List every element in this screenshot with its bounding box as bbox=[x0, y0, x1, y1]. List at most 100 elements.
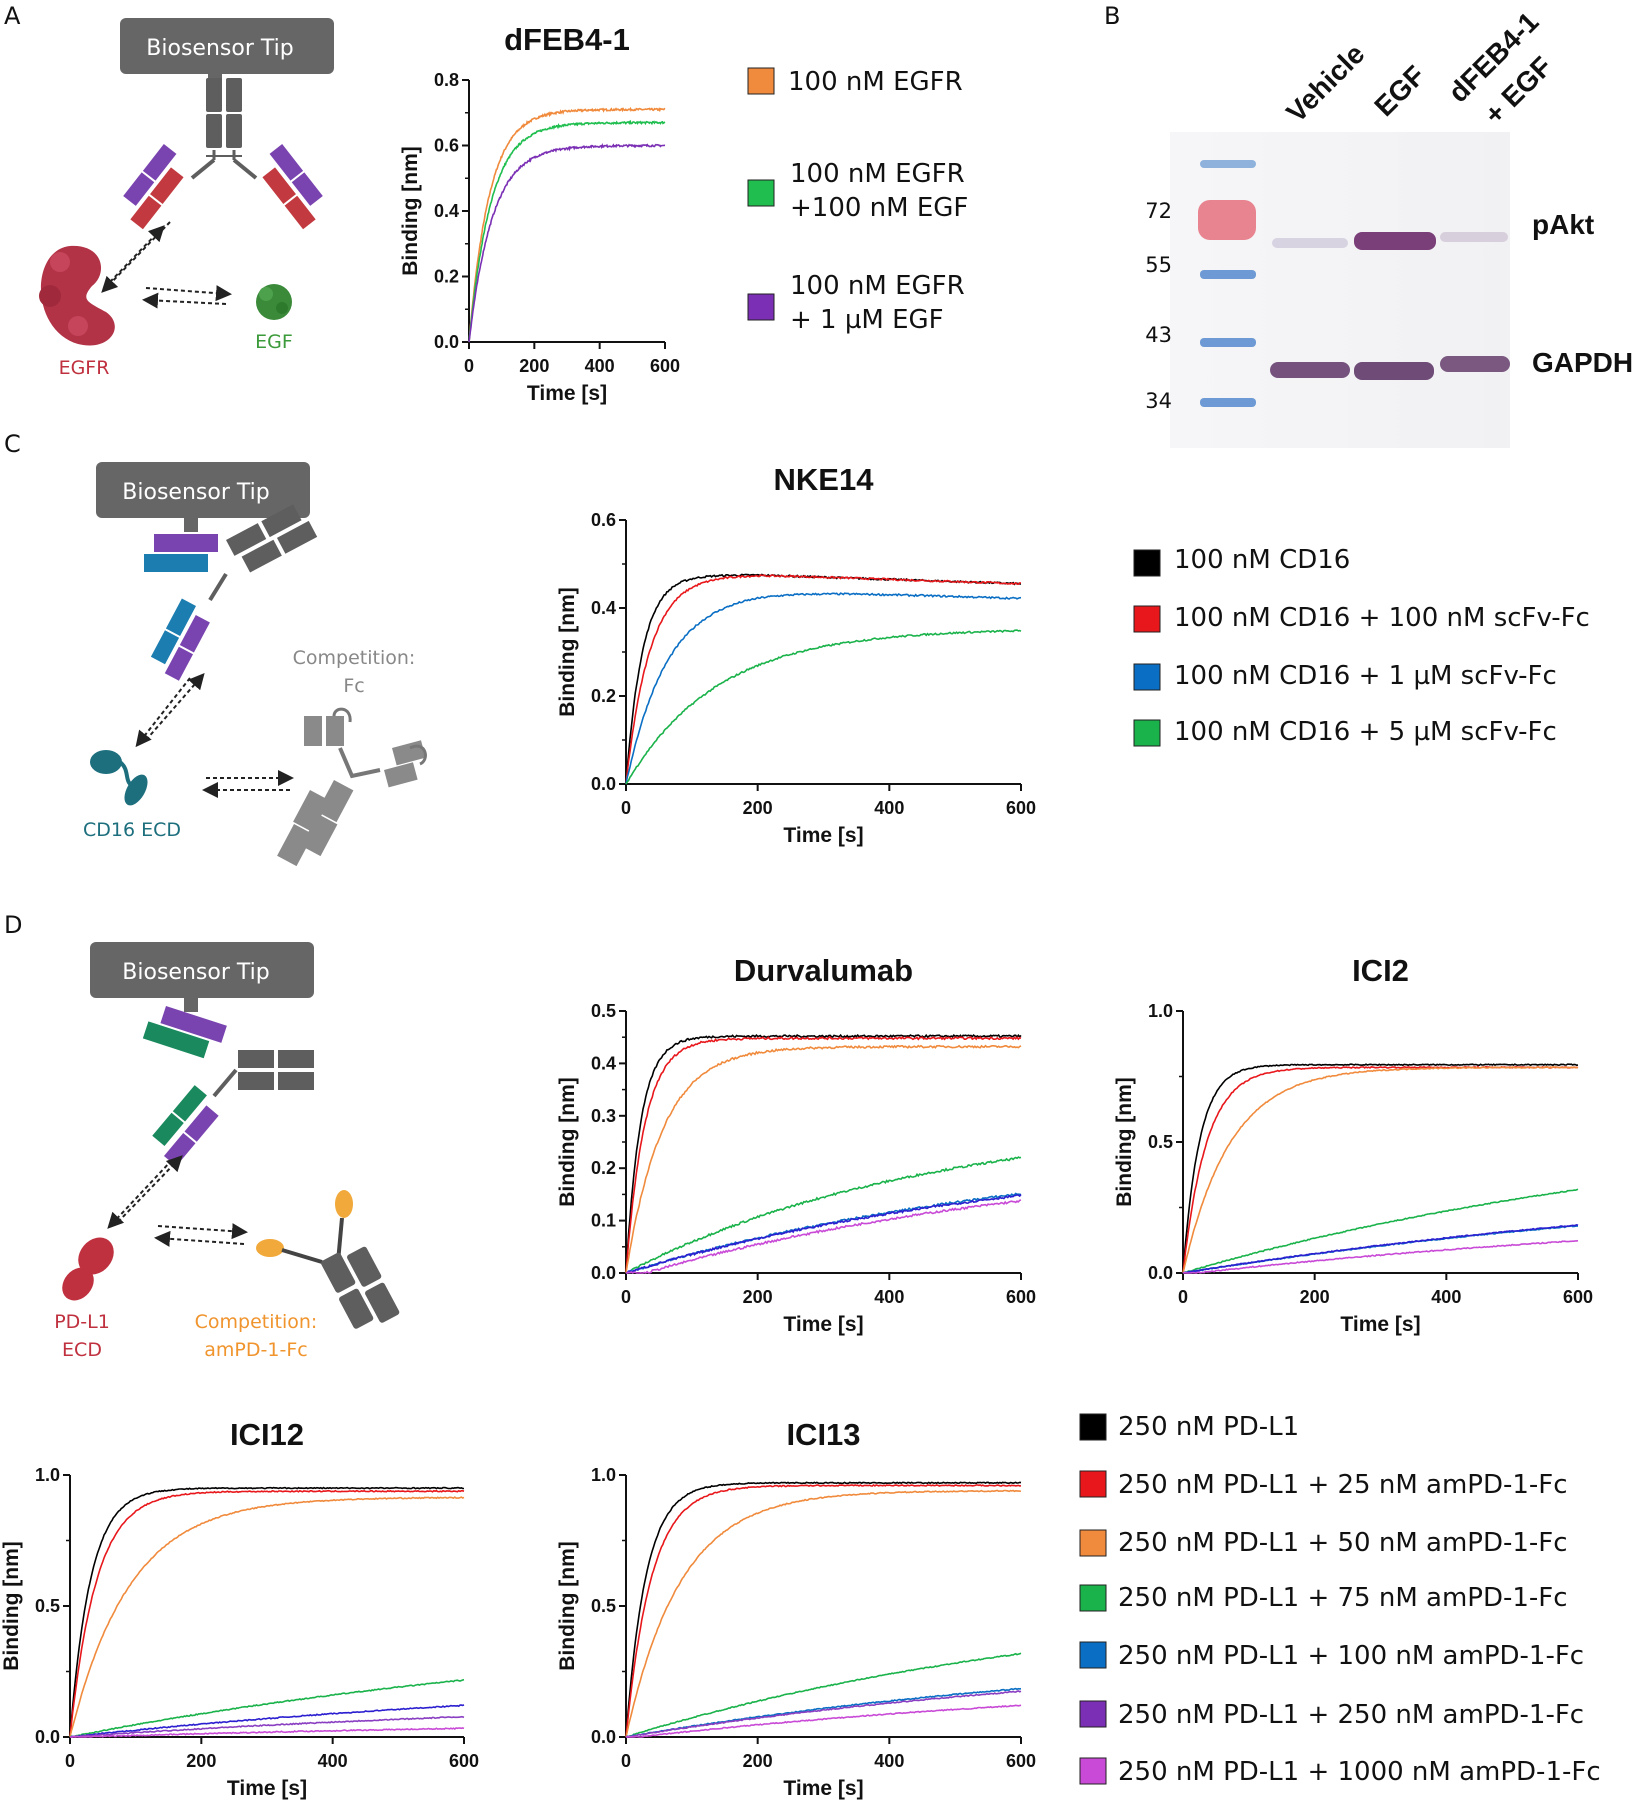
x-tick-label: 0 bbox=[1178, 1287, 1188, 1307]
series-line-5 bbox=[625, 1690, 1022, 1738]
y-tick-label: 0.5 bbox=[591, 1001, 616, 1021]
series-line-6 bbox=[626, 1199, 1022, 1274]
x-tick-label: 400 bbox=[585, 356, 615, 376]
series-line-0 bbox=[69, 1486, 464, 1738]
charts: 0 200 400 600 0.0 0.2 0.4 0.6 0.8 dFEB4-1 Time [s]… bbox=[0, 22, 1593, 1800]
x-axis-label: Time [s] bbox=[783, 1777, 863, 1800]
legend-d-label-3: 250 nM PD-L1 + 75 nM amPD-1-Fc bbox=[1118, 1583, 1568, 1613]
y-tick-label: 1.0 bbox=[35, 1465, 60, 1485]
series-line-3 bbox=[625, 1652, 1022, 1738]
band-gapdh-dfeb4 bbox=[1440, 356, 1510, 372]
marker-72: 72 bbox=[1145, 199, 1172, 223]
y-tick-label: 0.6 bbox=[591, 510, 616, 530]
x-tick-label: 400 bbox=[874, 1751, 904, 1771]
band-gapdh-vehicle bbox=[1270, 362, 1350, 378]
legend-d-label-6: 250 nM PD-L1 + 1000 nM amPD-1-Fc bbox=[1118, 1757, 1601, 1787]
chart-d2: 0 200 400 600 0.0 0.5 1.0 ICI2 Time [s] Binding [… bbox=[1113, 953, 1593, 1336]
legend-a: 100 nM EGFR 100 nM EGFR +100 nM EGF 100 … bbox=[747, 67, 968, 335]
series-line-3 bbox=[1182, 1188, 1579, 1274]
legend-c-swatch-1 bbox=[1133, 605, 1161, 633]
marker-34: 34 bbox=[1145, 389, 1172, 413]
pd-l1-label-line1: PD-L1 bbox=[54, 1311, 110, 1333]
series-line-4 bbox=[1182, 1224, 1579, 1274]
legend-a-label-0: 100 nM EGFR bbox=[788, 67, 963, 97]
diagram-c: Biosensor Tip CD16 ECD Competition: Fc bbox=[83, 462, 427, 867]
x-tick-label: 200 bbox=[743, 1287, 773, 1307]
x-tick-label: 200 bbox=[1300, 1287, 1330, 1307]
diagram-d: Biosensor Tip PD-L1 ECD bbox=[54, 942, 400, 1361]
panel-letter-a: A bbox=[4, 2, 21, 30]
fc-icon bbox=[277, 707, 427, 867]
lane-label-vehicle: Vehicle bbox=[1280, 38, 1370, 128]
y-tick-label: 0.2 bbox=[591, 686, 616, 706]
band-label-gapdh: GAPDH bbox=[1532, 347, 1633, 378]
panel-letter-b: B bbox=[1104, 2, 1120, 30]
series-line-2 bbox=[625, 1044, 1022, 1274]
chart-title: NKE14 bbox=[774, 462, 875, 497]
legend-d-swatch-2 bbox=[1079, 1529, 1107, 1557]
band-pakt-vehicle bbox=[1272, 238, 1348, 248]
panel-letter-d: D bbox=[4, 911, 22, 939]
series-line-2 bbox=[625, 1489, 1022, 1738]
legend-a-label-1a: 100 nM EGFR bbox=[790, 159, 965, 189]
legend-d-swatch-1 bbox=[1079, 1470, 1107, 1498]
chart-title: ICI13 bbox=[786, 1417, 860, 1452]
series-line-4 bbox=[69, 1704, 465, 1738]
x-tick-label: 400 bbox=[318, 1751, 348, 1771]
legend-d-swatch-6 bbox=[1079, 1757, 1107, 1785]
pd-l1-icon bbox=[78, 1237, 114, 1275]
y-tick-label: 0.0 bbox=[434, 332, 459, 352]
competitor-label-line2: Fc bbox=[343, 675, 364, 697]
y-tick-label: 0.2 bbox=[434, 267, 459, 287]
competitor-label-line1: Competition: bbox=[293, 647, 416, 669]
y-axis-label: Binding [nm] bbox=[399, 146, 422, 275]
x-tick-label: 600 bbox=[449, 1751, 479, 1771]
biosensor-tip-label: Biosensor Tip bbox=[122, 480, 269, 505]
series-line-2 bbox=[1182, 1065, 1579, 1274]
y-tick-label: 0.4 bbox=[591, 598, 616, 618]
pd-l1-label-line2: ECD bbox=[62, 1339, 102, 1361]
y-tick-label: 0.0 bbox=[591, 1263, 616, 1283]
x-tick-label: 600 bbox=[1563, 1287, 1593, 1307]
x-axis-label: Time [s] bbox=[783, 1313, 863, 1336]
chart-title: ICI12 bbox=[230, 1417, 304, 1452]
x-tick-label: 200 bbox=[743, 798, 773, 818]
chart-a: 0 200 400 600 0.0 0.2 0.4 0.6 0.8 dFEB4-1 Time [s]… bbox=[399, 22, 680, 405]
band-gapdh-egf bbox=[1354, 362, 1434, 380]
x-axis-label: Time [s] bbox=[783, 824, 863, 847]
blot-membrane bbox=[1170, 132, 1510, 448]
series-line-3 bbox=[69, 1678, 465, 1738]
series-line-1 bbox=[69, 1489, 465, 1738]
y-tick-label: 0.2 bbox=[591, 1158, 616, 1178]
y-tick-label: 0.0 bbox=[1148, 1263, 1173, 1283]
series-line-0 bbox=[625, 573, 1022, 785]
x-axis-label: Time [s] bbox=[227, 1777, 307, 1800]
series-line-6 bbox=[1182, 1239, 1579, 1274]
x-tick-label: 0 bbox=[621, 798, 631, 818]
legend-a-label-2b: + 1 µM EGF bbox=[790, 305, 944, 335]
series-line-1 bbox=[468, 119, 666, 343]
legend-d-swatch-4 bbox=[1079, 1641, 1107, 1669]
series-line-1 bbox=[1182, 1065, 1579, 1274]
y-tick-label: 0.5 bbox=[591, 1596, 616, 1616]
egf-label: EGF bbox=[255, 331, 293, 353]
lane-label-egf: EGF bbox=[1368, 60, 1431, 123]
y-tick-label: 0.3 bbox=[591, 1106, 616, 1126]
y-tick-label: 0.5 bbox=[35, 1596, 60, 1616]
legend-d: 250 nM PD-L1 250 nM PD-L1 + 25 nM amPD-1… bbox=[1079, 1412, 1601, 1787]
legend-a-swatch-1 bbox=[747, 179, 775, 207]
band-label-pakt: pAkt bbox=[1532, 209, 1594, 240]
x-tick-label: 0 bbox=[65, 1751, 75, 1771]
series-line-4 bbox=[625, 1192, 1022, 1274]
legend-c-label-2: 100 nM CD16 + 1 µM scFv-Fc bbox=[1174, 661, 1557, 691]
x-tick-label: 600 bbox=[1006, 798, 1036, 818]
y-tick-label: 0.4 bbox=[591, 1053, 616, 1073]
series-line-1 bbox=[625, 574, 1022, 785]
x-tick-label: 400 bbox=[1431, 1287, 1461, 1307]
series-line-2 bbox=[468, 143, 666, 343]
x-tick-label: 0 bbox=[621, 1751, 631, 1771]
legend-a-label-2a: 100 nM EGFR bbox=[790, 271, 965, 301]
series-line-3 bbox=[625, 629, 1022, 785]
x-tick-label: 0 bbox=[621, 1287, 631, 1307]
